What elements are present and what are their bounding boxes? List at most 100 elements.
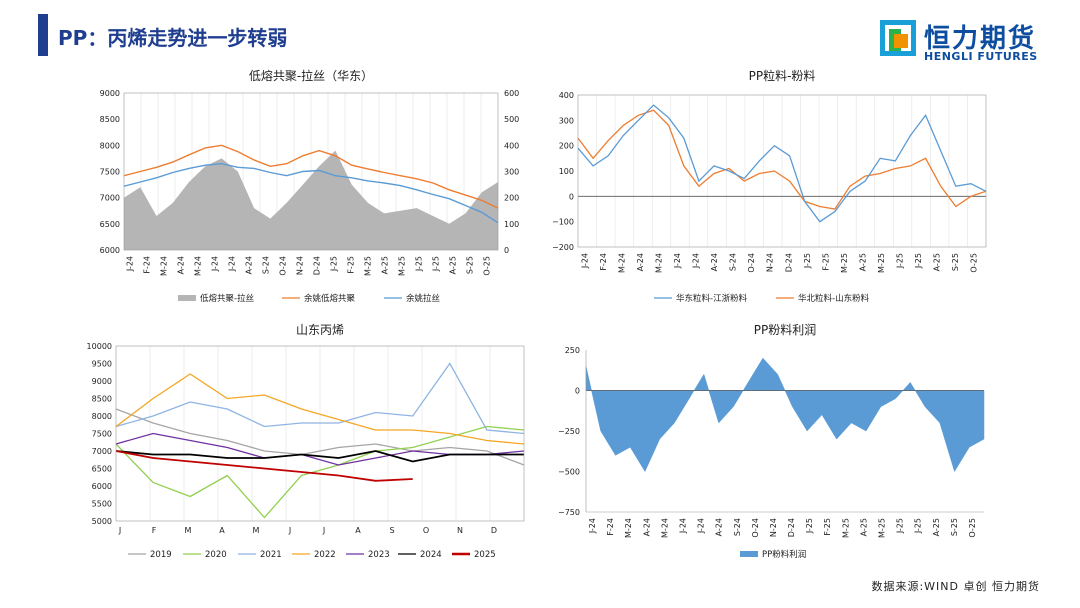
- legend-north: 华北粒料-山东粉料: [798, 293, 870, 304]
- x-tick-label: M-25: [841, 518, 850, 538]
- legend-2022: 2022: [314, 550, 336, 560]
- series-line-copolymer: [123, 144, 499, 209]
- y-tick-label: 250: [565, 346, 580, 355]
- y-tick-label: 100: [559, 167, 574, 176]
- chart-title: 山东丙烯: [296, 323, 344, 337]
- x-tick-label: J-25: [432, 256, 441, 272]
- x-tick-label: J-24: [228, 256, 237, 272]
- x-tick-label: J-24: [673, 253, 682, 269]
- logo-icon: [880, 20, 916, 56]
- x-tick-label: S-25: [466, 256, 475, 274]
- x-tick-label: M-24: [654, 253, 663, 273]
- x-tick-label: N-24: [769, 518, 778, 537]
- x-tick-label: J-24: [580, 253, 589, 269]
- y-tick-label: −500: [558, 468, 580, 477]
- x-tick-label: D-24: [313, 256, 322, 275]
- chart-title: PP粒料-粉料: [749, 68, 816, 83]
- x-tick-label: M: [253, 526, 260, 535]
- x-tick-label: J-25: [330, 256, 339, 272]
- legend-wire: 余姚拉丝: [406, 293, 441, 304]
- title-accent-bar: [38, 14, 48, 56]
- x-tick-label: M-25: [364, 256, 373, 276]
- x-tick-label: A-25: [449, 256, 458, 274]
- x-tick-label: A-24: [710, 253, 719, 271]
- chart-title: PP粉料利润: [754, 323, 816, 337]
- y-tick-label: 8500: [92, 395, 112, 404]
- x-tick-label: J-25: [914, 518, 923, 534]
- x-tick-label: A-25: [381, 256, 390, 274]
- x-tick-label: J-25: [914, 253, 923, 269]
- y-tick-label: 9000: [92, 377, 112, 386]
- x-tick-label: S-25: [951, 253, 960, 271]
- plot-frame: [123, 92, 499, 251]
- plot-frame: [115, 345, 525, 522]
- series-line-2021: [115, 362, 525, 435]
- x-tick-label: A-24: [642, 518, 651, 536]
- y-tick-label: 0: [575, 387, 580, 396]
- y-tick-label-right: 400: [504, 141, 519, 150]
- x-tick-label: M-24: [660, 518, 669, 538]
- x-tick-label: F: [152, 526, 157, 535]
- x-tick-label: N: [457, 526, 463, 535]
- y-tick-label: 7500: [92, 430, 112, 439]
- y-tick-label: 5000: [92, 517, 112, 526]
- x-tick-label: M-25: [878, 518, 887, 538]
- series-line-east: [577, 104, 987, 223]
- series-area-profit: [585, 357, 985, 473]
- x-tick-label: F-25: [821, 253, 830, 271]
- y-tick-label: 400: [559, 91, 574, 100]
- x-tick-label: N-24: [296, 256, 305, 275]
- x-tick-label: S-25: [950, 518, 959, 536]
- x-tick-label: M-25: [398, 256, 407, 276]
- series-area-spread: [124, 150, 498, 250]
- x-tick-label: N-24: [766, 253, 775, 272]
- y-tick-label-right: 100: [504, 220, 519, 229]
- legend-copolymer: 余姚低熔共聚: [304, 293, 356, 304]
- legend-2020: 2020: [205, 550, 227, 560]
- y-tick-label: −750: [558, 508, 580, 517]
- y-tick-label: −250: [558, 427, 580, 436]
- x-tick-label: F-24: [599, 253, 608, 271]
- x-tick-label: F-24: [606, 518, 615, 536]
- x-tick-label: M-24: [160, 256, 169, 276]
- data-source: 数据来源:WIND 卓创 恒力期货: [871, 580, 1040, 593]
- y-tick-label-left: 7500: [100, 168, 120, 177]
- chart-title: 低熔共聚-拉丝（华东）: [249, 68, 373, 83]
- y-tick-label-right: 600: [504, 89, 519, 98]
- x-tick-label: M-24: [624, 518, 633, 538]
- x-tick-label: J-24: [126, 256, 135, 272]
- x-tick-label: A-24: [245, 256, 254, 274]
- x-tick-label: O-24: [747, 253, 756, 273]
- page-title: PP：丙烯走势进一步转弱: [58, 26, 288, 50]
- y-tick-label: 200: [559, 142, 574, 151]
- x-tick-label: J-24: [679, 518, 688, 534]
- x-tick-label: A-25: [859, 518, 868, 536]
- x-tick-label: D-24: [787, 518, 796, 537]
- x-tick-label: J-25: [805, 518, 814, 534]
- legend-profit: PP粉料利润: [762, 549, 806, 560]
- legend-2019: 2019: [150, 550, 172, 560]
- x-tick-label: O: [423, 526, 429, 535]
- x-tick-label: J-25: [896, 518, 905, 534]
- legend-2021: 2021: [260, 550, 282, 560]
- y-tick-label: −200: [552, 243, 574, 252]
- x-tick-label: S-24: [733, 518, 742, 536]
- y-tick-label: −100: [552, 218, 574, 227]
- y-tick-label: 9500: [92, 360, 112, 369]
- series-line-2024: [115, 450, 524, 463]
- y-tick-label-right: 500: [504, 115, 519, 124]
- x-tick-label: F-25: [347, 256, 356, 274]
- company-logo: 恒力期货 HENGLI FUTURES: [880, 20, 1060, 66]
- y-tick-label: 6500: [92, 465, 112, 474]
- x-tick-label: J: [118, 526, 121, 535]
- x-tick-label: J: [288, 526, 291, 535]
- y-tick-label: 10000: [87, 342, 112, 351]
- y-tick-label-left: 6000: [100, 246, 120, 255]
- y-tick-label-right: 200: [504, 194, 519, 203]
- x-tick-label: M-25: [840, 253, 849, 273]
- x-tick-label: J-24: [588, 518, 597, 534]
- x-tick-label: A-25: [932, 518, 941, 536]
- x-tick-label: A-25: [858, 253, 867, 271]
- x-tick-label: O-25: [483, 256, 492, 276]
